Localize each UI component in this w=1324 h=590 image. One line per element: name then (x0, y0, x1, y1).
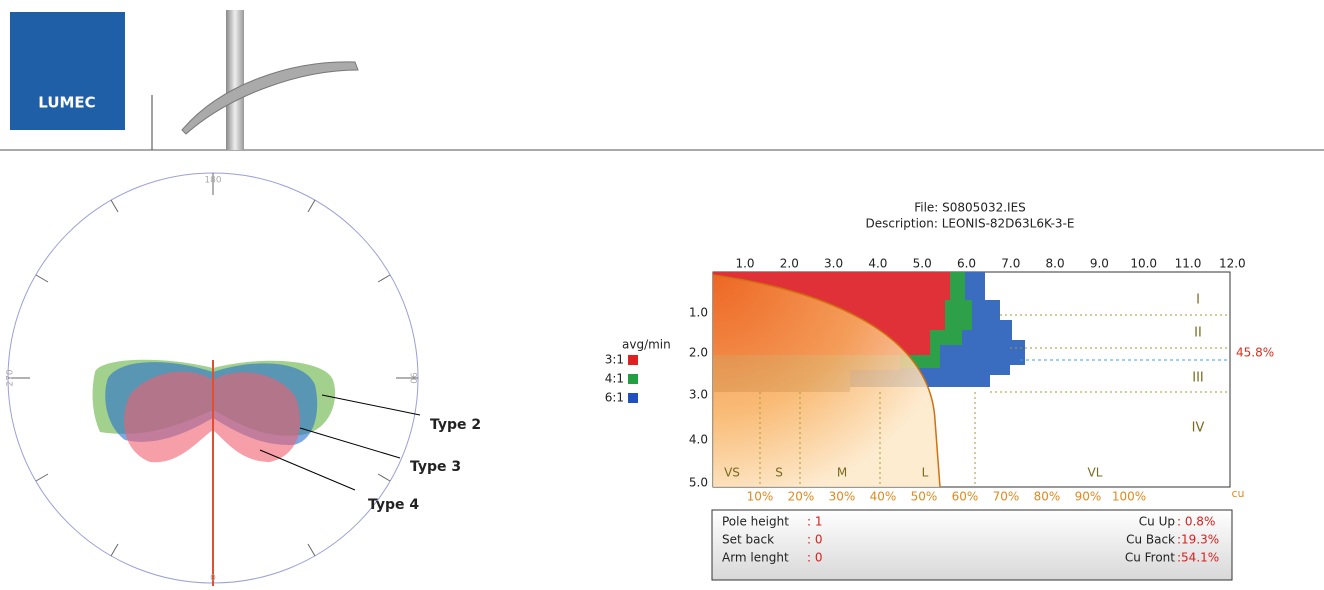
logo-box (10, 12, 125, 130)
top-tick: 11.0 (1175, 257, 1202, 271)
zone-label: M (837, 466, 847, 480)
zone-label: L (922, 466, 929, 480)
left-tick: 4.0 (689, 433, 708, 447)
bottom-tick: 60% (952, 490, 979, 504)
left-tick: 5.0 (689, 476, 708, 490)
luminaire (182, 62, 358, 134)
polar-label: 180 (204, 176, 221, 186)
left-tick: 1.0 (689, 306, 708, 320)
file-label: File: S0805032.IES (914, 201, 1026, 215)
top-tick: 12.0 (1219, 257, 1246, 271)
info-key: Arm lenght (722, 551, 789, 565)
info-key: Cu Front (1125, 551, 1175, 565)
bottom-tick: 40% (870, 490, 897, 504)
bottom-tick: 100% (1112, 490, 1146, 504)
info-value: : 0 (807, 533, 823, 547)
type-label: Type 4 (368, 497, 419, 513)
legend-swatch (628, 393, 638, 403)
top-tick: 3.0 (824, 257, 843, 271)
top-tick: 9.0 (1090, 257, 1109, 271)
zone-label: VL (1088, 466, 1103, 480)
top-tick: 4.0 (868, 257, 887, 271)
unit-label: cu (1231, 487, 1244, 500)
zone-label: S (775, 466, 783, 480)
legend-label: 3:1 (605, 353, 624, 367)
legend-swatch (628, 355, 638, 365)
bottom-tick: 90% (1075, 490, 1102, 504)
left-tick: 3.0 (689, 388, 708, 402)
bottom-tick: 80% (1034, 490, 1061, 504)
legend-swatch (628, 374, 638, 384)
polar-label: 90 (408, 372, 418, 384)
zone-label: VS (724, 466, 740, 480)
legend-label: 6:1 (605, 391, 624, 405)
bottom-tick: 50% (911, 490, 938, 504)
bottom-tick: 30% (829, 490, 856, 504)
page: LUMEC 180 270 90 0 Type 2 Type 3 Type 4 File: S… (0, 0, 1324, 590)
info-value: : 0.8% (1177, 515, 1215, 529)
top-tick: 5.0 (913, 257, 932, 271)
info-value: : 0 (807, 551, 823, 565)
bottom-tick: 70% (993, 490, 1020, 504)
legend-title: avg/min (622, 338, 671, 352)
logo-text: LUMEC (38, 94, 95, 112)
top-tick: 10.0 (1130, 257, 1157, 271)
class-label: IV (1192, 421, 1205, 436)
description-label: Description: LEONIS-82D63L6K-3-E (866, 217, 1075, 231)
polar-label: 270 (6, 369, 16, 386)
type-label: Type 3 (410, 459, 461, 475)
top-tick: 6.0 (957, 257, 976, 271)
info-key: Cu Back (1126, 533, 1175, 547)
left-tick: 2.0 (689, 346, 708, 360)
info-value: :54.1% (1177, 551, 1219, 565)
top-tick: 1.0 (735, 257, 754, 271)
class-label: III (1192, 371, 1204, 386)
marker-label: 45.8% (1236, 346, 1274, 360)
bottom-tick: 20% (788, 490, 815, 504)
info-value: : 1 (807, 515, 823, 529)
top-tick: 2.0 (780, 257, 799, 271)
pole (226, 10, 244, 150)
info-key: Set back (722, 533, 774, 547)
legend-label: 4:1 (605, 372, 624, 386)
info-value: :19.3% (1177, 533, 1219, 547)
class-label: II (1194, 326, 1202, 341)
bottom-tick: 10% (747, 490, 774, 504)
info-key: Pole height (722, 515, 789, 529)
class-label: I (1196, 293, 1200, 308)
top-tick: 8.0 (1046, 257, 1065, 271)
info-key: Cu Up (1139, 515, 1175, 529)
screen: LUMEC 180 270 90 0 Type 2 Type 3 Type 4 File: S… (0, 0, 1324, 586)
type-label: Type 2 (430, 417, 481, 433)
top-tick: 7.0 (1001, 257, 1020, 271)
polar-label: 0 (210, 574, 216, 584)
